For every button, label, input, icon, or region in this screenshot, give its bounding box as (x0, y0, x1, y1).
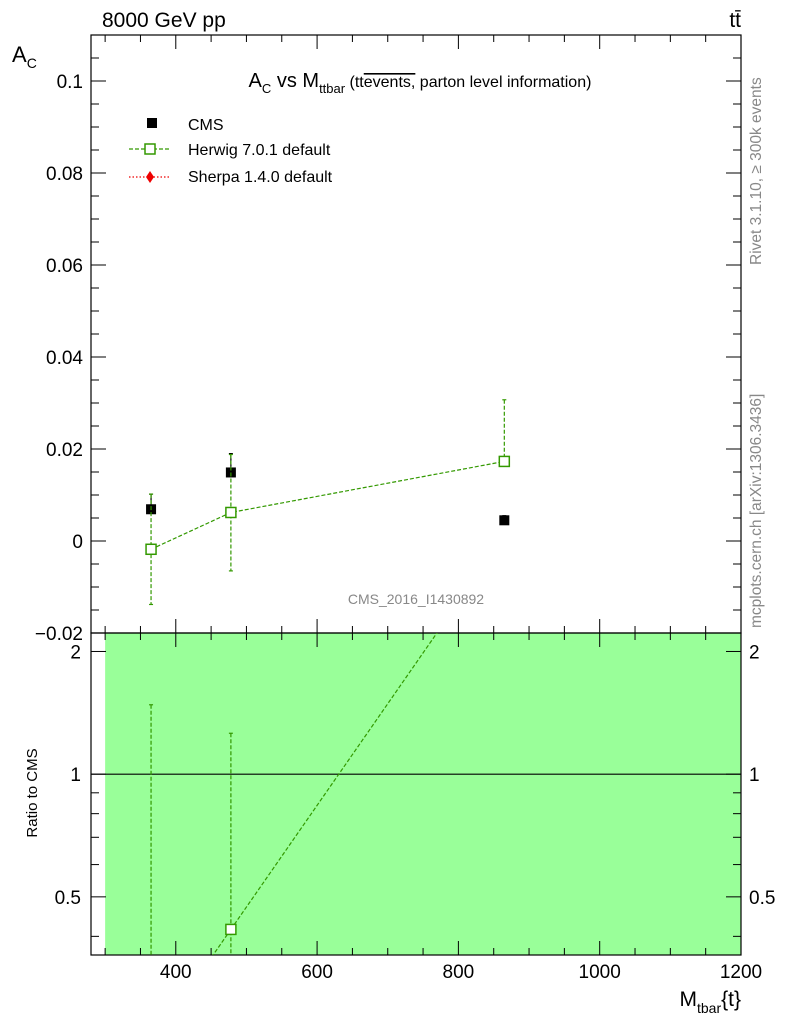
ratio-herwig-line (212, 929, 232, 955)
herwig-point (225, 506, 237, 519)
main-y-axis-label: AC (12, 42, 37, 71)
main-y-tick-label: 0.1 (57, 72, 83, 93)
chart-title: AC vs Mttbar (ttevents, parton level inf… (249, 70, 592, 96)
ratio-y-tick-label: 2 (749, 642, 760, 663)
energy-label: 8000 GeV pp (102, 9, 226, 32)
ratio-y-axis-label: Ratio to CMS (24, 748, 41, 837)
main-y-tick-label: 0.04 (46, 348, 83, 369)
ratio-data-layer (91, 633, 741, 955)
ratio-herwig-point (225, 923, 237, 936)
x-tick-label: 400 (160, 962, 192, 983)
ratio-uncertainty-band (105, 633, 741, 955)
ratio-y-tick-label: 0.5 (55, 888, 81, 909)
main-y-tick-label: −0.02 (35, 624, 83, 645)
ratio-y-tick-label: 1 (70, 765, 81, 786)
cms-point (225, 467, 236, 478)
legend-marker-cms (147, 118, 157, 128)
legend-label-sherpa: Sherpa 1.4.0 default (188, 169, 333, 186)
mcplots-label: mcplots.cern.ch [arXiv:1306.3436] (748, 394, 765, 628)
main-data-layer (145, 399, 511, 606)
legend: CMS Herwig 7.0.1 default Sherpa 1.4.0 de… (129, 117, 333, 186)
process-label: tt̄ (729, 9, 741, 32)
main-y-tick-label: 0.02 (46, 440, 83, 461)
main-axis-ticks: −0.02 0 0.02 0.04 0.06 0.08 0.1 (35, 34, 742, 645)
x-axis-label: Mtbar{t} (680, 988, 742, 1016)
ratio-herwig-line (230, 633, 438, 930)
x-tick-label: 1200 (720, 962, 762, 983)
herwig-line (150, 460, 505, 550)
x-tick-label: 1000 (579, 962, 621, 983)
herwig-point (145, 543, 157, 556)
ratio-axis-ticks: 0.5 0.5 1 1 2 2 400 600 800 1000 1200 (55, 633, 775, 983)
herwig-point (498, 455, 511, 468)
ratio-y-tick-label: 1 (749, 765, 760, 786)
analysis-watermark: CMS_2016_I1430892 (348, 591, 484, 607)
x-tick-label: 600 (301, 962, 333, 983)
x-tick-label: 800 (443, 962, 475, 983)
main-y-tick-label: 0 (72, 532, 83, 553)
legend-label-herwig: Herwig 7.0.1 default (188, 142, 331, 159)
ratio-plot-frame (90, 632, 742, 956)
main-y-tick-label: 0.08 (46, 164, 83, 185)
ratio-y-tick-label: 2 (70, 642, 81, 663)
legend-marker-herwig (144, 143, 156, 155)
cms-point (499, 515, 510, 526)
legend-label-cms: CMS (188, 117, 224, 134)
legend-marker-sherpa (146, 171, 154, 183)
main-y-tick-label: 0.06 (46, 256, 83, 277)
rivet-label: Rivet 3.1.10, ≥ 300k events (748, 77, 765, 265)
ratio-y-tick-label: 0.5 (749, 888, 775, 909)
